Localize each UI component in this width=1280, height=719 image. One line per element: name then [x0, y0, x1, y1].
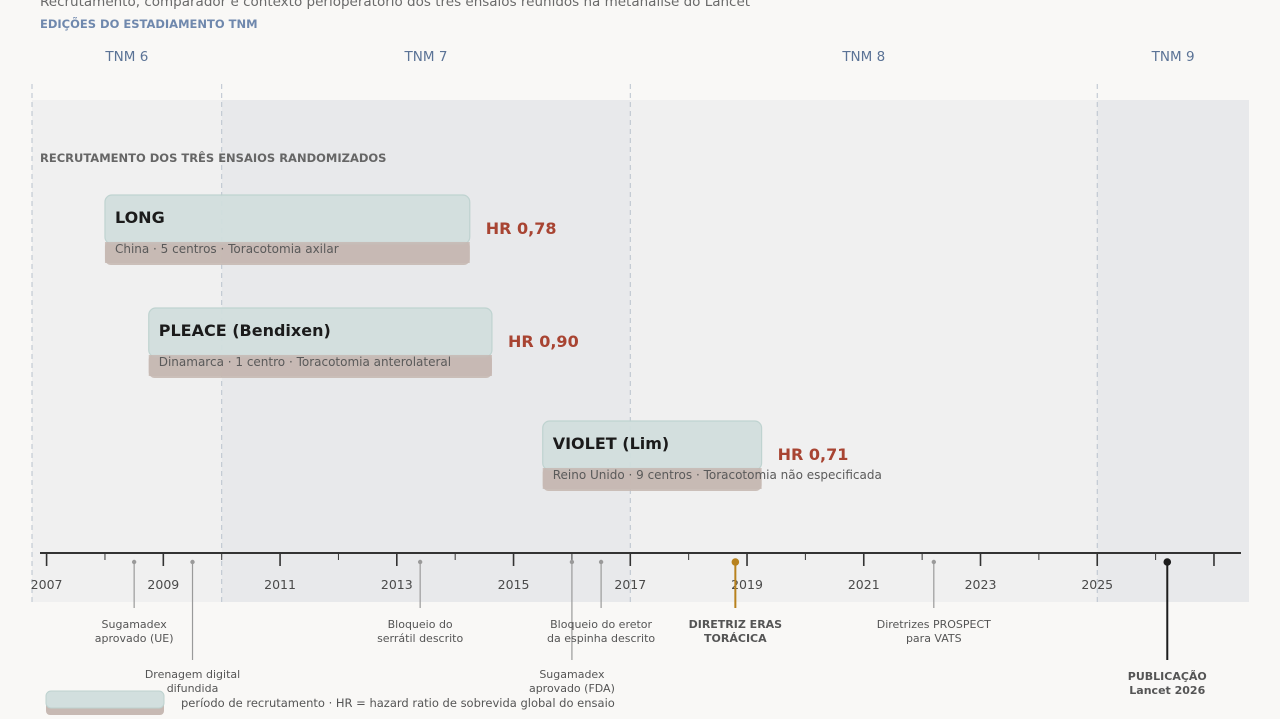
trial-details: Reino Unido · 9 centros · Toracotomia nã… [553, 468, 882, 482]
tick-label: 2017 [614, 577, 646, 592]
event-label: Lancet 2026 [1129, 684, 1205, 697]
event-marker [131, 559, 137, 565]
tick-label: 2023 [965, 577, 997, 592]
event-marker [417, 559, 423, 565]
event-marker [931, 559, 937, 565]
trial-hr: HR 0,71 [778, 445, 849, 464]
trial-hr: HR 0,78 [486, 219, 557, 238]
trial-details: China · 5 centros · Toracotomia axilar [115, 242, 339, 256]
legend-swatch [45, 690, 165, 709]
event-marker [190, 559, 195, 565]
tick-label: 2019 [731, 577, 763, 592]
trial-name: LONG [115, 208, 165, 227]
event-label: Sugamadex [102, 618, 168, 631]
event-label: da espinha descrito [547, 632, 655, 645]
tick-label: 2009 [147, 577, 179, 592]
tick-label: 2021 [848, 577, 880, 592]
event-label: Drenagem digital [145, 668, 240, 681]
tick-label: 2025 [1081, 577, 1113, 592]
edition-band [630, 100, 1098, 602]
event-label: DIRETRIZ ERAS [689, 618, 783, 631]
trial-name: VIOLET (Lim) [553, 434, 670, 453]
edition-label: TNM 7 [404, 49, 448, 65]
tick-label: 2015 [498, 577, 530, 592]
tick-label: 2013 [381, 577, 413, 592]
tick-label: 2007 [31, 577, 63, 592]
event-label: difundida [167, 682, 219, 695]
event-marker [731, 558, 740, 566]
trial-base-fill [148, 355, 492, 376]
chart-subtitle: Recrutamento, comparador e contexto peri… [40, 0, 750, 10]
tick-label: 2011 [264, 577, 296, 592]
edition-label: TNM 6 [104, 49, 148, 65]
event-label: Diretrizes PROSPECT [877, 618, 991, 631]
event-label: serrátil descrito [377, 632, 463, 645]
event-marker [1163, 558, 1172, 566]
event-label: Bloqueio do [388, 618, 453, 631]
edition-label: TNM 9 [1151, 49, 1195, 65]
trial-name: PLEACE (Bendixen) [159, 321, 331, 340]
event-marker [569, 559, 575, 565]
trial-hr: HR 0,90 [508, 332, 579, 351]
event-label: Sugamadex [539, 668, 605, 681]
trial-base-fill [542, 468, 762, 489]
trial-base-fill [104, 242, 470, 263]
event-label: aprovado (FDA) [529, 682, 615, 695]
event-label: aprovado (UE) [95, 632, 174, 645]
editions-heading: EDIÇÕES DO ESTADIAMENTO TNM [40, 16, 258, 31]
event-label: TORÁCICA [704, 632, 767, 645]
edition-band [1097, 100, 1249, 602]
legend-text: período de recrutamento · HR = hazard ra… [181, 696, 615, 710]
event-label: PUBLICAÇÃO [1128, 670, 1207, 683]
trials-heading: RECRUTAMENTO DOS TRÊS ENSAIOS RANDOMIZAD… [40, 150, 386, 165]
trial-details: Dinamarca · 1 centro · Toracotomia anter… [159, 355, 451, 369]
event-marker [598, 559, 604, 565]
event-label: para VATS [906, 632, 962, 645]
event-label: Bloqueio do eretor [550, 618, 652, 631]
edition-label: TNM 8 [841, 49, 885, 65]
